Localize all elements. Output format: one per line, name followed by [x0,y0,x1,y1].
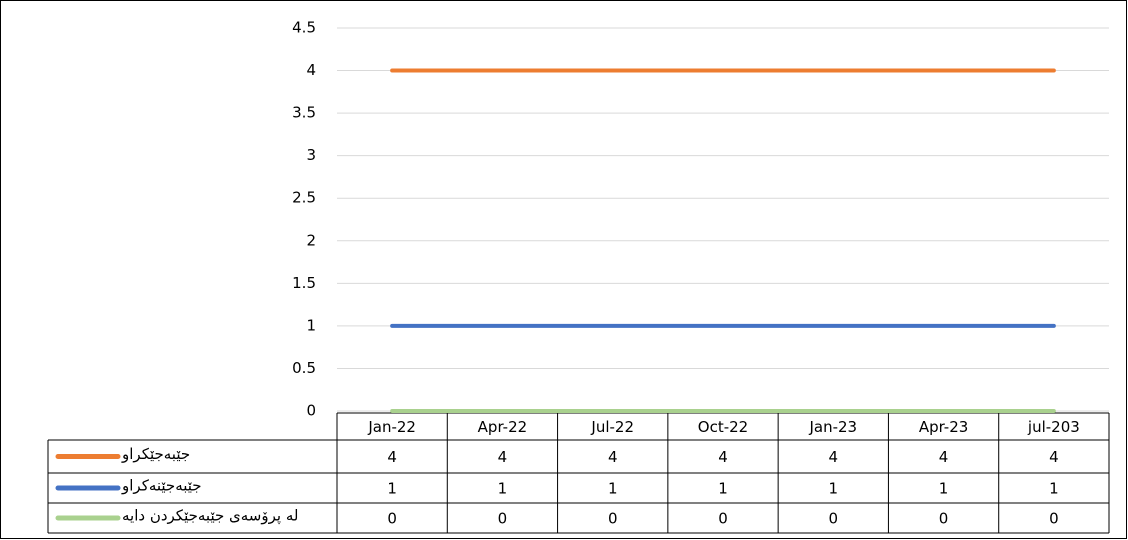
y-tick-label: 2.5 [292,189,316,207]
x-tick-label: Jan-23 [808,418,857,436]
table-cell: 4 [387,448,397,466]
table-cell: 4 [829,448,839,466]
x-tick-label: Jul-22 [590,418,634,436]
y-tick-label: 3.5 [292,104,316,122]
table-cell: 1 [498,480,508,498]
table-cell: 0 [718,510,728,528]
y-tick-label: 1 [306,316,316,334]
y-tick-label: 0 [306,402,316,420]
table-cell: 1 [829,480,839,498]
table-cell: 1 [387,480,397,498]
table-cell: 4 [939,448,949,466]
y-tick-label: 0.5 [292,359,316,377]
y-tick-label: 3 [306,146,316,164]
y-tick-label: 4.5 [292,19,316,37]
table-cell: 1 [939,480,949,498]
y-tick-label: 1.5 [292,274,316,292]
table-cell: 4 [608,448,618,466]
y-tick-label: 4 [306,61,316,79]
table-cell: 4 [718,448,728,466]
x-tick-label: Oct-22 [698,418,748,436]
y-tick-label: 2 [306,231,316,249]
table-cell: 0 [939,510,949,528]
x-tick-label: Apr-23 [919,418,969,436]
x-tick-label: Jan-22 [367,418,416,436]
table-cell: 1 [718,480,728,498]
table-cell: 4 [1049,448,1059,466]
table-cell: 4 [498,448,508,466]
table-cell: 1 [608,480,618,498]
table-cell: 0 [608,510,618,528]
table-cell: 1 [1049,480,1059,498]
table-cell: 0 [829,510,839,528]
table-cell: 0 [387,510,397,528]
table-cell: 0 [498,510,508,528]
legend-label: جێبەجێنەکراو [121,477,202,495]
x-tick-label: jul-203 [1027,418,1080,436]
legend-label: جێبەجێکراو [121,445,190,463]
legend-label: لە پرۆسەی جێبەجێکردن دایە [122,507,298,526]
x-tick-label: Apr-22 [478,418,528,436]
table-cell: 0 [1049,510,1059,528]
